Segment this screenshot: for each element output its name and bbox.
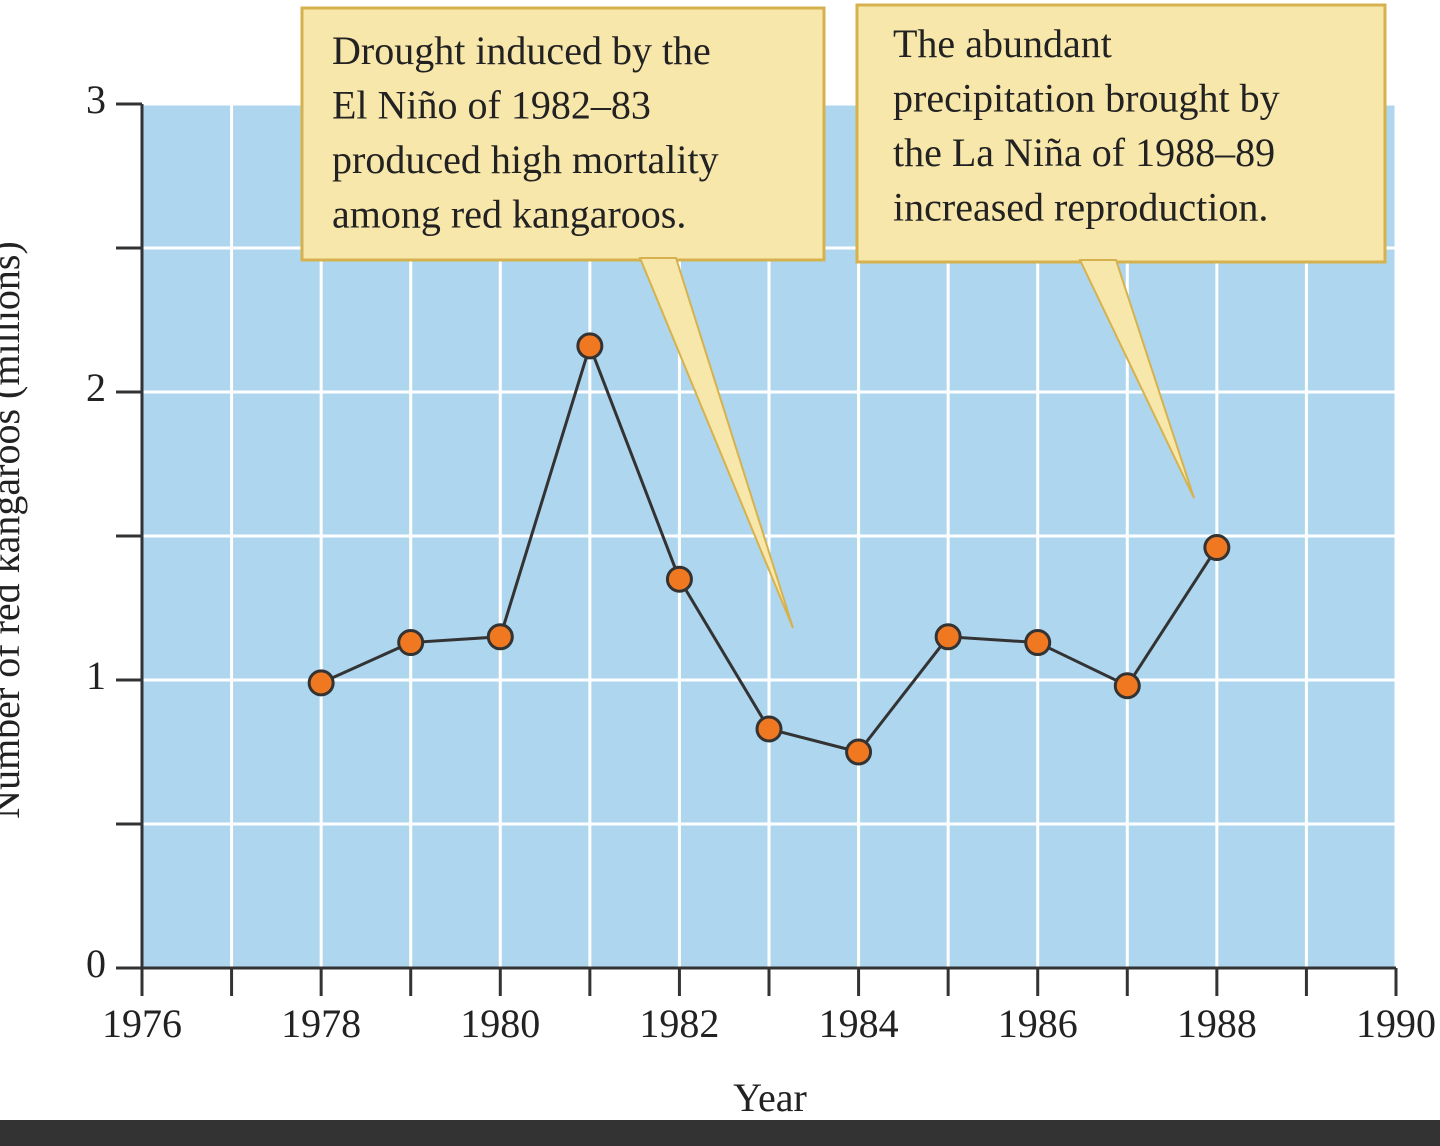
x-tick-label: 1984 <box>819 1001 899 1046</box>
callout-text: among red kangaroos. <box>332 192 686 237</box>
x-tick-label: 1976 <box>102 1001 182 1046</box>
point <box>486 623 514 651</box>
point <box>1203 534 1231 562</box>
callout-text: increased reproduction. <box>893 185 1268 230</box>
x-tick-label: 1978 <box>281 1001 361 1046</box>
point <box>755 715 783 743</box>
y-tick-label: 1 <box>86 653 106 698</box>
point <box>1024 629 1052 657</box>
x-tick-label: 1982 <box>639 1001 719 1046</box>
x-axis-label: Year <box>733 1075 807 1120</box>
callout-text: produced high mortality <box>332 137 719 182</box>
callout-box <box>855 3 1387 264</box>
callout-text: The abundant <box>893 21 1112 66</box>
x-tick-label: 1988 <box>1177 1001 1257 1046</box>
callout-pointer <box>1078 259 1195 499</box>
point <box>307 669 335 697</box>
y-tick-label: 0 <box>86 941 106 986</box>
point <box>576 332 604 360</box>
point <box>665 565 693 593</box>
point <box>397 629 425 657</box>
point <box>845 738 873 766</box>
point <box>934 623 962 651</box>
y-tick-label: 3 <box>86 77 106 122</box>
callout-box <box>300 6 826 262</box>
x-tick-label: 1980 <box>460 1001 540 1046</box>
callout-text: the La Niña of 1988–89 <box>893 130 1275 175</box>
y-tick-label: 2 <box>86 365 106 410</box>
y-axis-label: Number of red kangaroos (millions) <box>0 241 28 819</box>
callout-pointer <box>638 257 794 629</box>
point <box>1113 672 1141 700</box>
x-tick-label: 1986 <box>998 1001 1078 1046</box>
callout-text: precipitation brought by <box>893 76 1280 121</box>
callout-text: Drought induced by the <box>332 28 711 73</box>
x-tick-label: 1990 <box>1356 1001 1436 1046</box>
callout-text: El Niño of 1982–83 <box>332 83 651 128</box>
bottom-bar <box>0 1120 1440 1146</box>
